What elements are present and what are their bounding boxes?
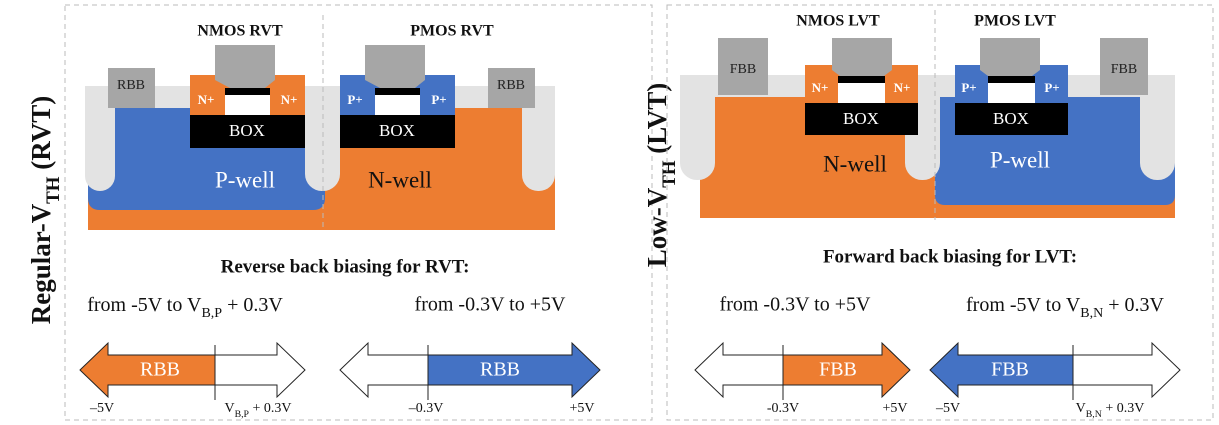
side-label-text: Low-V — [642, 187, 672, 267]
box-label: BOX — [229, 121, 265, 140]
gate — [365, 45, 425, 88]
range-text-main: from -5V to V — [966, 294, 1081, 316]
diffusion-label: N+ — [198, 92, 215, 107]
side-label-tail: (LVT) — [642, 83, 672, 161]
side-label: Regular-VTH (RVT) — [26, 96, 64, 325]
arrow-fill — [427, 341, 601, 399]
tap — [718, 38, 768, 95]
box — [340, 115, 455, 148]
tick-label: VB,P + 0.3V — [224, 401, 291, 420]
tap-label: RBB — [497, 78, 525, 93]
tap-label: FBB — [730, 62, 756, 77]
device-title: PMOS LVT — [974, 13, 1056, 30]
gate — [832, 38, 892, 76]
side-label-tail: (RVT) — [26, 96, 56, 177]
box — [190, 115, 305, 148]
gate — [980, 38, 1040, 76]
arrow-label: RBB — [480, 359, 520, 381]
device-title: NMOS RVT — [197, 23, 283, 40]
arrow-label: RBB — [140, 359, 180, 381]
side-label-sub: TH — [43, 176, 64, 204]
tick-label: –5V — [89, 401, 114, 416]
range-text-tail: + 0.3V — [1103, 294, 1164, 316]
tick-label-tail: + 0.3V — [249, 401, 292, 416]
box-label: BOX — [843, 109, 879, 128]
range-text: from -0.3V to +5V — [720, 294, 871, 316]
tick-label: VB,N + 0.3V — [1076, 401, 1145, 420]
range-text: from -5V to VB,P + 0.3V — [87, 294, 283, 321]
gate-oxide — [988, 76, 1035, 83]
arrow-fill — [782, 341, 911, 399]
tick-label: -0.3V — [767, 401, 799, 416]
well-label: P-well — [215, 167, 275, 192]
arrow-empty — [339, 341, 429, 399]
box-label: BOX — [379, 121, 415, 140]
tap — [488, 68, 535, 108]
tap — [108, 68, 155, 108]
panel-frame — [64, 4, 653, 421]
channel — [988, 83, 1035, 103]
sti — [522, 86, 555, 191]
caption: Reverse back biasing for RVT: — [221, 256, 470, 277]
channel — [225, 95, 270, 115]
box — [955, 103, 1068, 135]
box — [805, 103, 918, 135]
arrow-empty — [1072, 341, 1181, 399]
range-text: from -0.3V to +5V — [415, 294, 566, 316]
box-label: BOX — [993, 109, 1029, 128]
tick-label: +5V — [882, 401, 907, 416]
range-text: from -5V to VB,N + 0.3V — [966, 294, 1164, 321]
diffusion-label: P+ — [1044, 80, 1059, 95]
diffusion-label: P+ — [961, 80, 976, 95]
arrow-label: FBB — [991, 359, 1029, 381]
well-label: P-well — [990, 147, 1050, 172]
arrow-empty — [694, 341, 784, 399]
tick-label-sub: B,N — [1086, 409, 1102, 420]
caption: Forward back biasing for LVT: — [823, 246, 1077, 267]
side-label: Low-VTH (LVT) — [642, 83, 680, 268]
gate-oxide — [225, 88, 270, 95]
range-text-sub: B,P — [201, 306, 222, 321]
tick-label: –5V — [935, 401, 960, 416]
tick-label-sub: B,P — [235, 409, 250, 420]
sti — [85, 86, 115, 191]
arrow-label: FBB — [819, 359, 857, 381]
gate-oxide — [838, 76, 885, 83]
channel — [838, 83, 885, 103]
channel — [375, 95, 420, 115]
tick-label-main: V — [224, 401, 234, 416]
diffusion-label: N+ — [812, 80, 829, 95]
side-label-sub: TH — [659, 160, 680, 188]
panel-frame — [666, 4, 1214, 421]
well-label: N-well — [823, 151, 887, 176]
device-title: PMOS RVT — [410, 23, 494, 40]
sti — [305, 86, 340, 191]
gate — [215, 45, 275, 88]
range-text-sub: B,N — [1080, 306, 1103, 321]
sti — [680, 75, 715, 180]
diffusion-label: N+ — [281, 92, 298, 107]
diffusion-label: P+ — [431, 92, 446, 107]
tick-label-main: V — [1076, 401, 1086, 416]
range-text-tail: + 0.3V — [222, 294, 283, 316]
tick-label: +5V — [569, 401, 594, 416]
well-label: N-well — [368, 167, 432, 192]
side-label-text: Regular-V — [26, 203, 56, 324]
tap-label: FBB — [1111, 62, 1137, 77]
device-title: NMOS LVT — [796, 13, 880, 30]
sti — [1140, 75, 1175, 180]
diffusion-label: N+ — [894, 80, 911, 95]
tick-label: –0.3V — [408, 401, 444, 416]
tap — [1100, 38, 1148, 95]
tap-label: RBB — [117, 78, 145, 93]
diffusion-label: P+ — [347, 92, 362, 107]
tick-label-tail: + 0.3V — [1102, 401, 1145, 416]
range-text-main: from -5V to V — [87, 294, 202, 316]
gate-oxide — [375, 88, 420, 95]
arrow-empty — [214, 341, 306, 399]
